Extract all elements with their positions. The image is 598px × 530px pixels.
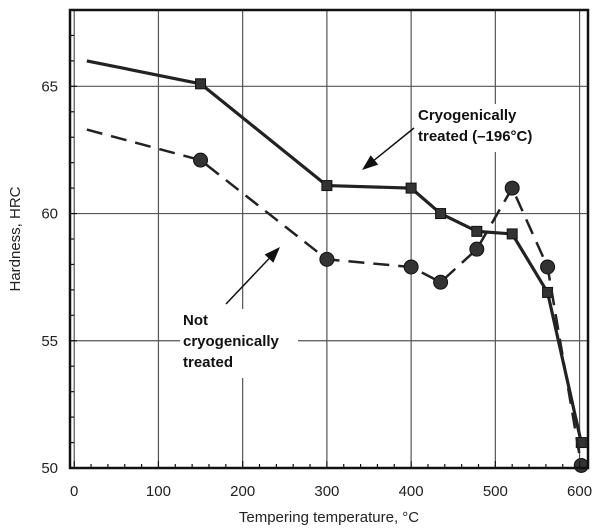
annotation-bg-cryo xyxy=(415,104,561,152)
y-tick-label: 60 xyxy=(41,206,58,223)
annotation-arrow-line-cryo xyxy=(373,127,415,161)
annotation-cryo: Cryogenically treated (–196°C) xyxy=(418,107,532,145)
annotation-line-cryo: treated (–196°C) xyxy=(418,128,532,145)
annotation-line-notcryo: treated xyxy=(183,354,233,371)
data-point-cryo xyxy=(435,208,447,220)
y-axis-label: Hardness, HRC xyxy=(7,186,24,291)
series-line-notcryo xyxy=(86,128,583,466)
annotation-notcryo: Not cryogenically treated xyxy=(183,312,280,371)
x-tick-label: 400 xyxy=(399,483,424,500)
annotation-bg-notcryo xyxy=(180,309,298,378)
data-point-notcryo xyxy=(193,152,209,168)
x-tick-label: 500 xyxy=(483,483,508,500)
data-point-notcryo xyxy=(403,259,419,275)
y-tick-label: 65 xyxy=(41,78,58,95)
annotation-line-notcryo: cryogenically xyxy=(183,333,280,350)
annotation-line-notcryo: Not xyxy=(183,312,208,329)
y-tick-label: 55 xyxy=(41,333,58,350)
y-tick-label: 50 xyxy=(41,460,58,477)
data-point-notcryo xyxy=(540,259,556,275)
grid-lines xyxy=(70,10,588,469)
annotation-arrowhead-notcryo xyxy=(264,247,280,263)
data-point-cryo xyxy=(405,182,417,194)
data-point-notcryo xyxy=(573,457,589,473)
x-tick-label: 300 xyxy=(314,483,339,500)
x-tick-label: 100 xyxy=(146,483,171,500)
data-point-cryo xyxy=(471,225,483,237)
data-point-cryo xyxy=(321,180,333,192)
annotation-arrow-line-notcryo xyxy=(225,258,270,305)
data-point-notcryo xyxy=(504,180,520,196)
data-point-notcryo xyxy=(469,241,485,257)
series-layer xyxy=(86,59,589,473)
data-point-notcryo xyxy=(433,274,449,290)
x-axis-label: Tempering temperature, °C xyxy=(239,509,419,526)
annotations: Cryogenically treated (–196°C) Not cryogeni… xyxy=(180,104,561,378)
tick-labels: 0 100 200 300 400 500 600 50 55 60 65 xyxy=(41,34,592,500)
data-point-cryo xyxy=(506,228,518,240)
data-point-notcryo xyxy=(319,251,335,267)
x-tick-label: 200 xyxy=(230,483,255,500)
x-tick-label: 0 xyxy=(70,483,78,500)
annotation-line-cryo: Cryogenically xyxy=(418,107,517,124)
annotation-arrowhead-cryo xyxy=(362,155,379,170)
x-tick-label: 600 xyxy=(567,483,592,500)
data-point-cryo xyxy=(195,78,207,90)
